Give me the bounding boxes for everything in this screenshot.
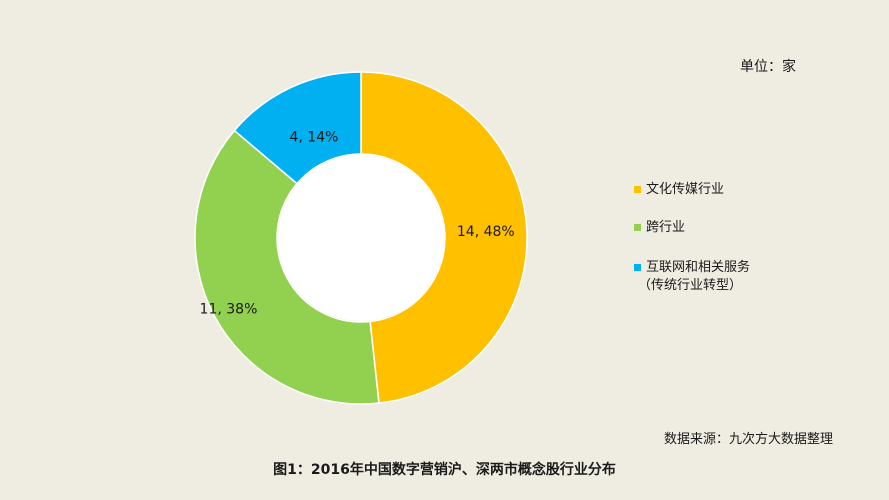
slice-culture-media — [360, 71, 528, 404]
legend-swatch — [634, 264, 641, 271]
legend-swatch — [634, 186, 641, 193]
legend-swatch — [634, 224, 641, 231]
legend-label: 跨行业 — [646, 220, 686, 235]
legend-label: 文化传媒行业 — [646, 182, 725, 197]
slice-internet-services — [233, 71, 362, 185]
data-label-cross-industry: 11, 38% — [200, 301, 258, 317]
figure-title: 图1：2016年中国数字营销沪、深两市概念股行业分布 — [273, 462, 616, 478]
unit-label: 单位：家 — [740, 59, 796, 75]
data-label-culture-media: 14, 48% — [457, 224, 515, 240]
legend-item-internet-services: 互联网和相关服务 （传统行业转型） — [634, 259, 750, 295]
legend-label: 互联网和相关服务 — [646, 260, 751, 275]
data-label-internet-services: 4, 14% — [290, 129, 339, 145]
donut-hole — [278, 155, 444, 321]
slice-cross-industry — [194, 129, 380, 405]
legend-sublabel: （传统行业转型） — [638, 278, 743, 293]
data-source: 数据来源：九次方大数据整理 — [664, 432, 834, 447]
legend-item-cross-industry: 跨行业 — [634, 219, 685, 237]
legend-item-culture-media: 文化传媒行业 — [634, 181, 724, 199]
